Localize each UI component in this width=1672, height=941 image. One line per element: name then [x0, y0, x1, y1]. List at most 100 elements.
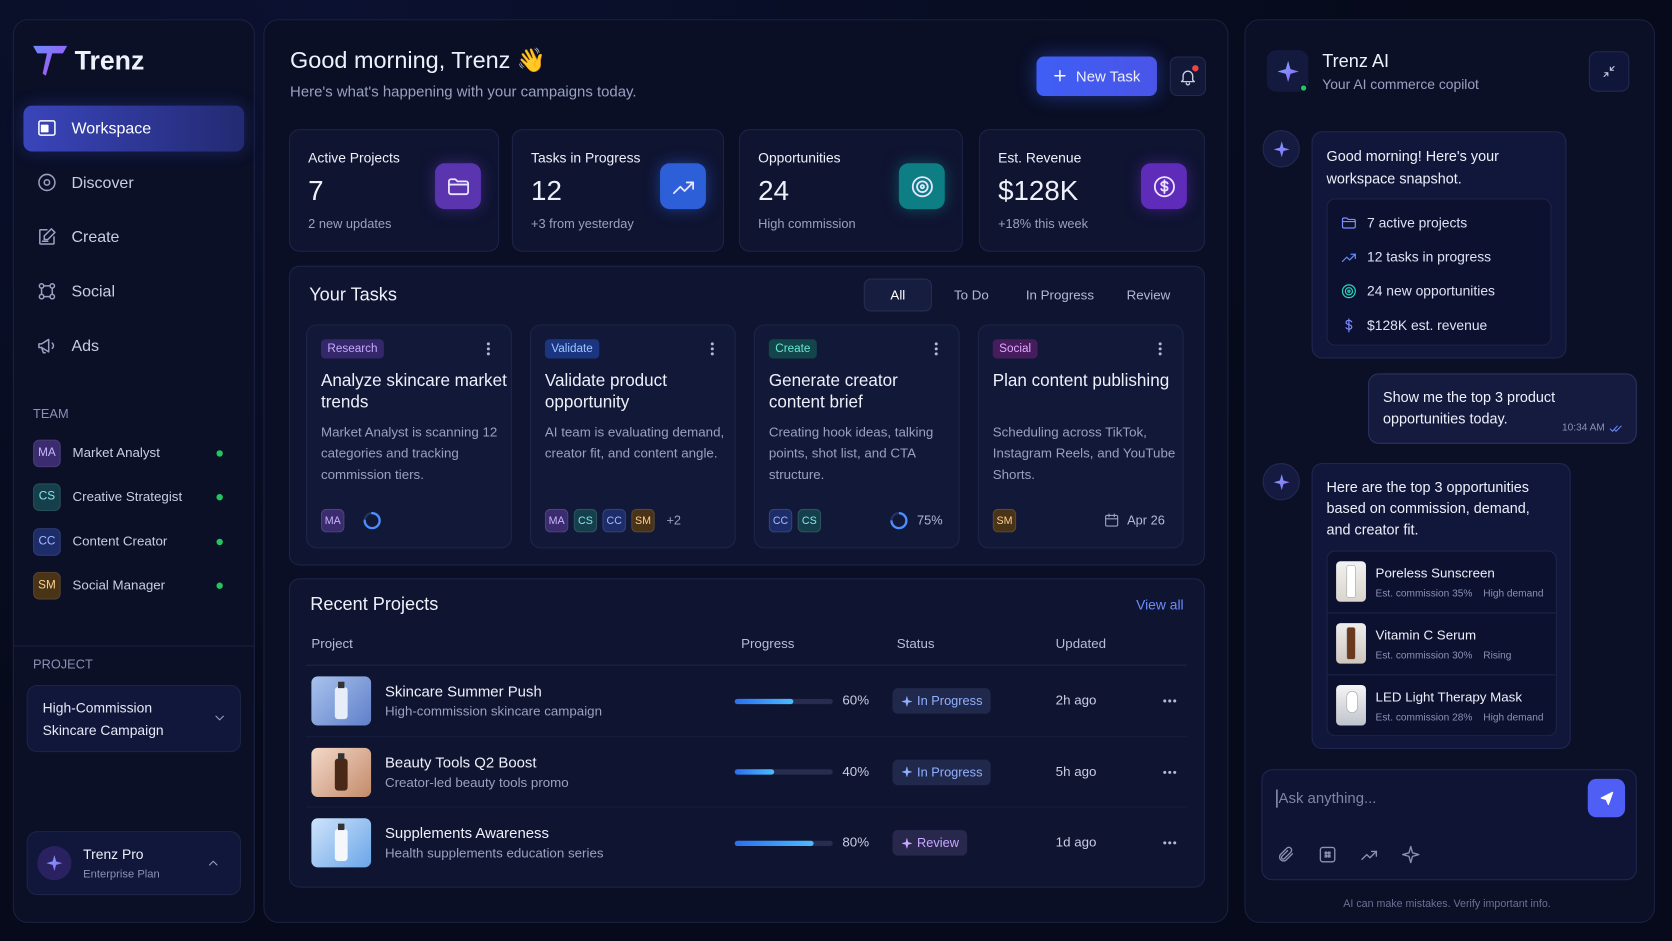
progress-ring [889, 511, 908, 530]
icon-part [1168, 699, 1172, 703]
tool-button[interactable] [1401, 845, 1420, 864]
product-commission: Est. commission 28% [1375, 711, 1473, 724]
status-icon [901, 766, 913, 778]
progress-fill [734, 769, 774, 775]
avatar [33, 527, 61, 556]
collapse-button[interactable] [1588, 51, 1630, 92]
icon-part [1163, 770, 1167, 774]
tab-label[interactable]: Review [1126, 287, 1171, 303]
nav-item[interactable] [23, 105, 245, 152]
task-desc: Market Analyst is scanning 12 categories… [320, 424, 498, 483]
icon-part [1341, 284, 1356, 299]
section-title: Your Tasks [309, 284, 397, 305]
tool-button[interactable] [1276, 845, 1295, 864]
status-icon [901, 695, 913, 707]
nav-label[interactable]: Workspace [71, 119, 152, 138]
menu-button[interactable] [928, 340, 945, 357]
divider [306, 735, 1187, 737]
avatar [33, 571, 61, 600]
task-desc: AI team is evaluating demand, creator fi… [544, 424, 725, 461]
stat-note: High commission [758, 216, 856, 232]
bot-avatar [1262, 463, 1300, 501]
notification-button[interactable] [1169, 56, 1207, 97]
icon-part [334, 687, 348, 720]
icon-part [334, 828, 348, 861]
tab-label[interactable]: To Do [954, 287, 989, 303]
product-name[interactable]: Poreless Sunscreen [1375, 565, 1495, 581]
view-all-link[interactable]: View all [1136, 596, 1184, 613]
icon-part [1346, 691, 1358, 714]
send-button[interactable] [1587, 778, 1626, 818]
product-name[interactable]: Vitamin C Serum [1375, 627, 1477, 643]
icon-part [1105, 513, 1119, 527]
icon-part [911, 175, 933, 197]
input-placeholder[interactable]: Ask anything... [1278, 789, 1377, 807]
team-member[interactable]: Market Analyst [72, 445, 160, 461]
snapshot-item: 12 tasks in progress [1367, 248, 1492, 265]
team-member[interactable]: Creative Strategist [72, 489, 183, 505]
task-tag: Create [768, 339, 817, 359]
status-label: Review [917, 835, 960, 851]
nav-label[interactable]: Ads [71, 337, 100, 356]
status-icon [901, 837, 913, 849]
team-member[interactable]: Social Manager [72, 577, 166, 593]
nav-label[interactable]: Discover [71, 173, 134, 193]
icon-part [1341, 217, 1356, 229]
avatar: MA [544, 508, 569, 533]
menu-button[interactable] [1152, 340, 1169, 357]
icon-part [710, 352, 714, 356]
row-menu[interactable] [1161, 692, 1178, 709]
task-desc: Creating hook ideas, talking points, sho… [768, 424, 934, 483]
icon-part [911, 175, 933, 197]
row-menu[interactable] [1161, 763, 1178, 780]
icon-part [486, 347, 490, 351]
icon-part [672, 180, 694, 194]
icon-part [1153, 175, 1175, 197]
icon-part [338, 752, 345, 760]
product-name[interactable]: LED Light Therapy Mask [1375, 689, 1523, 705]
row-menu[interactable] [1161, 834, 1178, 851]
stat-note: 2 new updates [308, 216, 392, 232]
product-image [1336, 561, 1366, 602]
stat-icon [898, 163, 945, 210]
icon-part [46, 855, 63, 872]
project-desc: Creator-led beauty tools promo [384, 774, 569, 790]
tab-label[interactable]: All [890, 287, 906, 303]
icon-part [338, 823, 345, 831]
progress-label: 75% [917, 512, 943, 528]
column-header: Updated [1055, 636, 1107, 652]
progress-fill [734, 840, 814, 846]
tab-label[interactable]: In Progress [1025, 287, 1095, 303]
section-label: PROJECT [33, 657, 93, 672]
project-name[interactable]: Beauty Tools Q2 Boost [384, 753, 537, 771]
plus-icon [1051, 67, 1068, 84]
progress-label: 80% [842, 834, 870, 850]
icon-part [1609, 425, 1622, 432]
tool-button[interactable] [1318, 845, 1337, 864]
ai-subtitle: Your AI commerce copilot [1322, 75, 1479, 92]
icon-part [901, 766, 913, 778]
status-pill: In Progress [892, 688, 992, 714]
avatar: SM [631, 508, 655, 533]
column-header: Project [311, 636, 353, 652]
icon-part [38, 173, 56, 192]
icon-part [1105, 513, 1119, 520]
icon-part [1163, 699, 1167, 703]
menu-button[interactable] [480, 340, 497, 357]
project-name[interactable]: Skincare Summer Push [384, 682, 542, 700]
section-title: Recent Projects [310, 594, 439, 615]
icon-part [1324, 851, 1331, 858]
nav-label[interactable]: Social [71, 282, 116, 301]
tab[interactable] [863, 278, 932, 312]
nav-label[interactable]: Create [71, 228, 120, 247]
project-select[interactable] [26, 684, 241, 753]
team-member[interactable]: Content Creator [72, 533, 168, 549]
tool-button[interactable] [1360, 845, 1379, 864]
menu-button[interactable] [704, 340, 721, 357]
icon-part [1163, 841, 1177, 845]
project-name[interactable]: Supplements Awareness [384, 824, 549, 842]
stat-icon [1140, 163, 1187, 210]
icon-part [1276, 60, 1299, 82]
icon-part [919, 183, 925, 189]
